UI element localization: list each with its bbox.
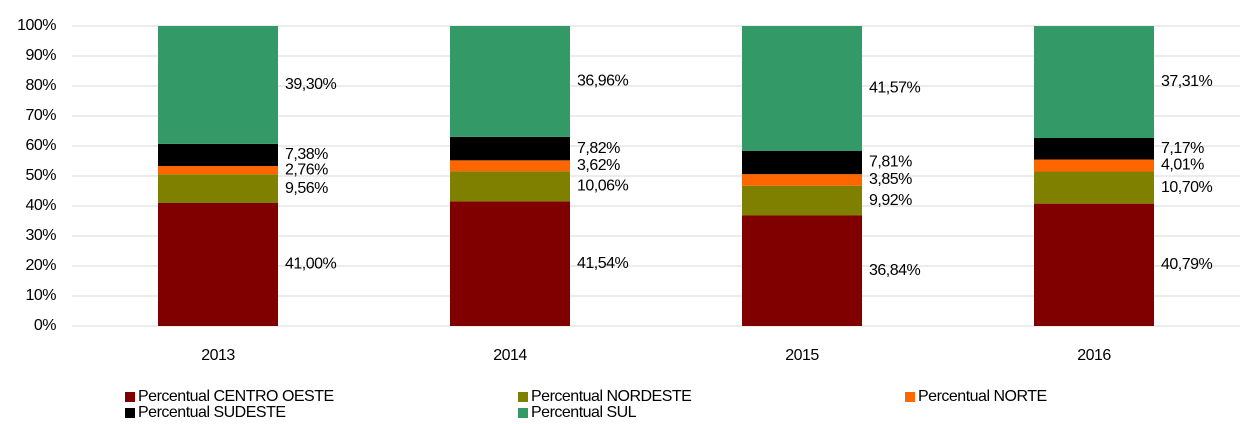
legend-swatch (518, 392, 528, 402)
data-label: 7,81% (869, 154, 912, 171)
bar-segment (742, 26, 862, 151)
data-label: 36,96% (577, 73, 629, 90)
legend-swatch (518, 408, 528, 418)
legend-swatch (125, 392, 135, 402)
data-label: 40,79% (1161, 256, 1213, 273)
bar-segment (1034, 203, 1154, 326)
bar-segment (742, 174, 862, 186)
x-tick-label: 2013 (201, 347, 235, 364)
data-label: 3,62% (577, 157, 620, 174)
data-label: 3,85% (869, 171, 912, 188)
legend-label: Percentual CENTRO OESTE (138, 388, 334, 405)
x-tick-label: 2014 (493, 347, 527, 364)
data-label: 39,30% (285, 76, 337, 93)
bar-segment (450, 136, 570, 161)
y-tick-label: 20% (25, 257, 56, 274)
legend-label: Percentual NORTE (918, 388, 1047, 405)
bar-segment (742, 215, 862, 326)
bar-segment (1034, 137, 1154, 160)
data-label: 7,38% (285, 146, 328, 163)
y-tick-label: 70% (25, 107, 56, 124)
legend-label: Percentual SUDESTE (138, 404, 286, 421)
data-label: 9,92% (869, 192, 912, 209)
legend-swatch (125, 408, 135, 418)
data-label: 41,00% (285, 256, 337, 273)
legend-label: Percentual NORDESTE (531, 388, 691, 405)
data-label: 2,76% (285, 161, 328, 178)
y-tick-label: 0% (34, 317, 56, 334)
bar-segment (158, 166, 278, 175)
y-tick-label: 90% (25, 47, 56, 64)
y-tick-label: 60% (25, 137, 56, 154)
data-label: 37,31% (1161, 73, 1213, 90)
data-label: 4,01% (1161, 157, 1204, 174)
bar-segment (450, 171, 570, 202)
y-tick-label: 10% (25, 287, 56, 304)
legend-swatch (905, 392, 915, 402)
data-label: 10,70% (1161, 179, 1213, 196)
bar-segment (450, 201, 570, 326)
bar-segment (158, 174, 278, 203)
legend-label: Percentual SUL (531, 404, 637, 421)
bar-segment (158, 26, 278, 144)
y-tick-label: 30% (25, 227, 56, 244)
y-tick-label: 100% (17, 17, 56, 34)
bar-segment (158, 143, 278, 167)
data-label: 36,84% (869, 262, 921, 279)
bar-segment (742, 185, 862, 216)
bar-segment (450, 160, 570, 172)
data-label: 41,54% (577, 255, 629, 272)
data-label: 7,82% (577, 140, 620, 157)
data-label: 41,57% (869, 80, 921, 97)
x-tick-label: 2015 (785, 347, 819, 364)
x-tick-label: 2016 (1077, 347, 1111, 364)
bar-segment (450, 26, 570, 137)
bar-segment (158, 203, 278, 326)
y-tick-label: 80% (25, 77, 56, 94)
data-label: 7,17% (1161, 140, 1204, 157)
bar-segment (1034, 171, 1154, 204)
bar-segment (1034, 159, 1154, 172)
y-tick-label: 40% (25, 197, 56, 214)
y-tick-label: 50% (25, 167, 56, 184)
data-label: 9,56% (285, 180, 328, 197)
bar-segment (742, 150, 862, 175)
bar-segment (1034, 26, 1154, 138)
data-label: 10,06% (577, 178, 629, 195)
